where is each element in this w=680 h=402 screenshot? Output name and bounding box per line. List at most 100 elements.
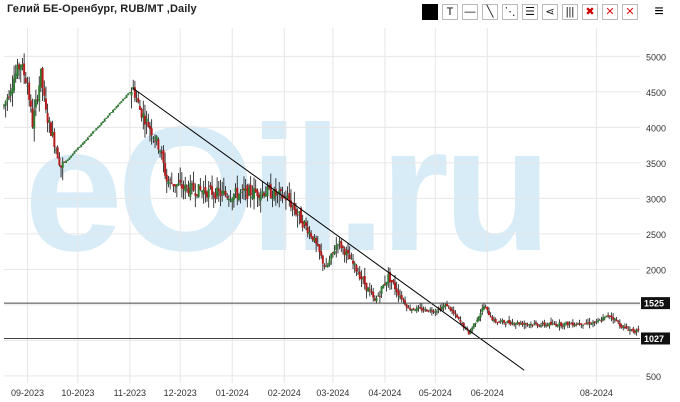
candle-body xyxy=(632,328,635,332)
candle-body xyxy=(296,214,299,216)
candle-body xyxy=(100,122,103,126)
fan-lines-icon[interactable]: ⋖ xyxy=(542,4,558,20)
candle-body xyxy=(199,186,202,190)
candle-body xyxy=(165,174,168,182)
candle-body xyxy=(392,280,395,283)
candle-body xyxy=(393,282,396,290)
candle-body xyxy=(253,188,256,199)
candle-body xyxy=(355,265,358,272)
candle-body xyxy=(365,282,368,291)
candle-body xyxy=(251,196,254,199)
candle-body xyxy=(481,308,484,313)
candle-body xyxy=(162,150,165,163)
menu-icon[interactable]: ≡ xyxy=(654,3,664,20)
candle-body xyxy=(412,308,415,310)
delete-all-drawings-icon[interactable]: ✖ xyxy=(582,4,598,20)
candle-body xyxy=(352,260,355,264)
candle-body xyxy=(529,323,532,325)
candle-body xyxy=(533,323,536,325)
candle-body xyxy=(56,147,59,159)
candle-body xyxy=(482,306,485,310)
candle-body xyxy=(462,323,465,329)
candle-body xyxy=(402,299,405,301)
candle-body xyxy=(283,196,286,198)
vertical-lines-icon[interactable]: ||| xyxy=(562,4,578,20)
candle-body xyxy=(118,102,121,105)
candle-body xyxy=(248,187,251,196)
color-swatch-icon[interactable] xyxy=(422,4,438,20)
candle-body xyxy=(86,137,89,140)
candle-body xyxy=(164,162,167,176)
candle-body xyxy=(415,307,418,311)
candle-body xyxy=(160,152,163,154)
text-tool-icon[interactable]: T xyxy=(442,4,458,20)
candle-body xyxy=(75,149,78,152)
candle-body xyxy=(43,88,46,96)
candle-body xyxy=(513,323,516,325)
candle-body xyxy=(269,184,272,198)
candle-body xyxy=(592,322,595,324)
candle-body xyxy=(613,318,616,321)
y-tick-label: 3500 xyxy=(646,159,666,169)
candle-body xyxy=(278,190,281,195)
candle-body xyxy=(53,131,56,148)
candle-body xyxy=(380,286,383,294)
candle-body xyxy=(340,241,343,249)
x-tick-label: 01-2024 xyxy=(216,388,249,398)
candle-body xyxy=(65,160,68,163)
candle-body xyxy=(404,300,407,305)
candle-body xyxy=(602,317,605,321)
candle-body xyxy=(578,323,581,325)
candle-body xyxy=(498,321,501,323)
candle-body xyxy=(318,244,321,253)
candle-body xyxy=(399,296,402,298)
candle-body xyxy=(182,185,185,189)
candle-body xyxy=(400,295,403,299)
candle-body xyxy=(179,179,182,183)
trend-line-icon[interactable]: ╲ xyxy=(482,4,498,20)
horizontal-lines-icon[interactable]: ☰ xyxy=(522,4,538,20)
horizontal-line-icon[interactable]: — xyxy=(462,4,478,20)
candle-body xyxy=(570,323,573,325)
candle-body xyxy=(9,91,12,96)
candle-body xyxy=(239,191,242,193)
x-tick-label: 12-2023 xyxy=(164,388,197,398)
candle-body xyxy=(122,98,125,101)
candle-body xyxy=(115,106,118,109)
candle-body xyxy=(338,241,341,243)
candle-body xyxy=(259,194,262,201)
candle-body xyxy=(221,191,224,194)
candle-body xyxy=(112,109,115,113)
candle-body xyxy=(143,115,146,125)
ray-line-icon[interactable]: ⋱ xyxy=(502,4,518,20)
candle-body xyxy=(508,319,511,324)
candle-body xyxy=(152,137,155,139)
candle-body xyxy=(605,315,608,317)
delete-icon[interactable]: ✕ xyxy=(602,4,618,20)
candle-body xyxy=(326,265,329,267)
candle-body xyxy=(625,326,628,329)
candle-body xyxy=(190,183,193,185)
candle-body xyxy=(261,191,264,194)
candle-body xyxy=(214,192,217,199)
candle-body xyxy=(246,185,249,199)
candle-body xyxy=(169,179,172,181)
watermark-text: eOil.ru xyxy=(24,89,546,288)
candle-body xyxy=(484,307,487,309)
candle-body xyxy=(244,188,247,192)
candle-body xyxy=(467,330,470,335)
candle-body xyxy=(347,249,350,254)
candle-body xyxy=(70,155,73,158)
level-label-box xyxy=(641,297,670,310)
candle-body xyxy=(618,322,621,327)
candle-body xyxy=(397,290,400,296)
close-icon[interactable]: ✕ xyxy=(622,4,638,20)
candle-body xyxy=(509,322,512,325)
candle-body xyxy=(630,329,633,331)
candle-body xyxy=(3,105,5,107)
candle-body xyxy=(472,323,475,328)
x-tick-label: 04-2024 xyxy=(368,388,401,398)
candle-body xyxy=(531,324,534,326)
candle-body xyxy=(197,184,200,198)
